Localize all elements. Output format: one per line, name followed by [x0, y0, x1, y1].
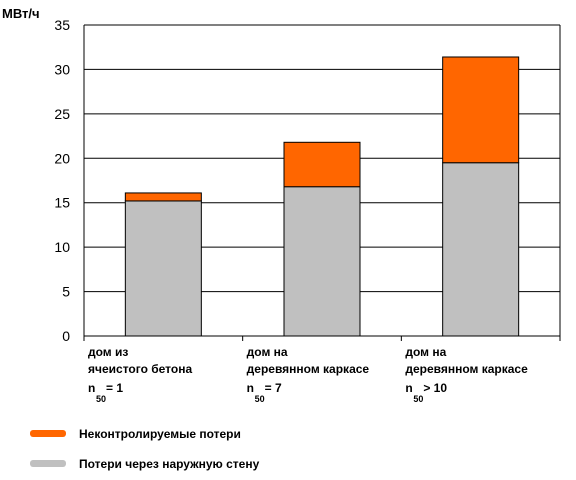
- y-tick-label: 20: [54, 150, 70, 166]
- y-tick-label: 10: [54, 239, 70, 255]
- y-tick-label: 25: [54, 106, 70, 122]
- legend: Неконтролируемые потери Потери через нару…: [30, 427, 260, 471]
- category-label-line: ячеистого бетона: [88, 362, 192, 376]
- bar-segment: [124, 192, 202, 202]
- y-tick-labels: 0 5 10 15 20 25 30 35: [54, 17, 70, 344]
- category-n-value: = 1: [106, 381, 123, 395]
- bar-segment: [442, 56, 520, 164]
- y-axis-label: МВт/ч: [2, 6, 40, 21]
- bar-segment: [283, 186, 361, 337]
- category-n-label: n: [247, 381, 254, 395]
- y-tick-label: 30: [54, 61, 70, 77]
- category-n-subscript: 50: [255, 394, 265, 404]
- legend-label: Потери через наружную стену: [79, 457, 260, 471]
- legend-label: Неконтролируемые потери: [79, 427, 241, 441]
- category-n-value: = 7: [265, 381, 282, 395]
- y-tick-label: 5: [62, 284, 70, 300]
- bar-segment: [442, 162, 520, 337]
- category-n-subscript: 50: [96, 394, 106, 404]
- category-label-line: дом на: [247, 345, 288, 359]
- bar-segment: [283, 141, 361, 188]
- bar-segment: [124, 200, 202, 337]
- category-label-line: дом из: [88, 345, 128, 359]
- y-tick-label: 35: [54, 17, 70, 33]
- category-n-subscript: 50: [413, 394, 423, 404]
- category-label-line: деревянном каркасе: [247, 362, 370, 376]
- category-n-label: n: [405, 381, 412, 395]
- category-n-label: n: [88, 381, 95, 395]
- legend-swatch: [30, 430, 66, 437]
- legend-swatch: [30, 460, 66, 467]
- category-label-line: дом на: [405, 345, 446, 359]
- y-tick-label: 0: [62, 328, 70, 344]
- y-tick-label: 15: [54, 195, 70, 211]
- category-n-value: > 10: [423, 381, 447, 395]
- bars: [124, 56, 520, 337]
- category-label-line: деревянном каркасе: [405, 362, 528, 376]
